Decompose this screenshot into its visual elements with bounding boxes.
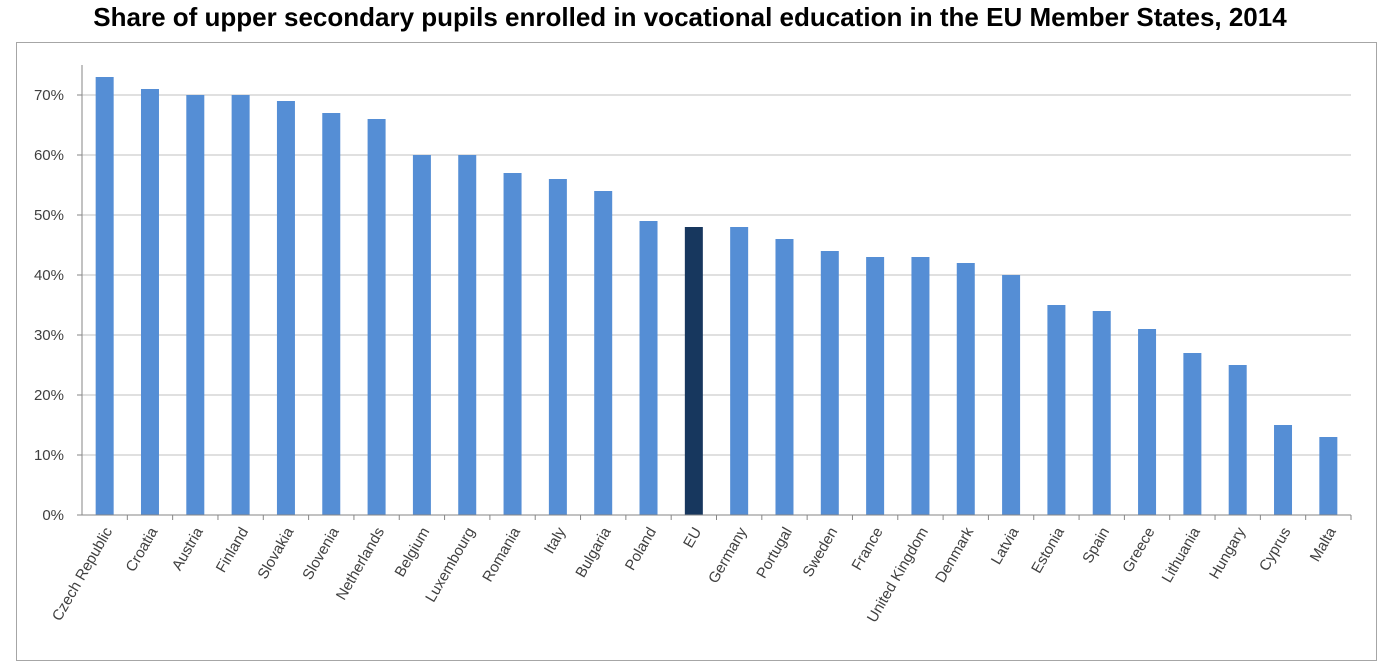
x-tick-label: Romania	[479, 524, 524, 585]
x-tick-label: Italy	[541, 524, 570, 557]
x-tick-labels: Czech Republic Croatia Austria Finland Slova…	[49, 524, 1340, 626]
bars	[95, 77, 1338, 515]
bar-portugal	[775, 239, 794, 515]
bar-poland	[639, 221, 658, 515]
bar-lithuania	[1183, 353, 1202, 515]
bar-bulgaria	[594, 191, 613, 515]
y-tick-label: 60%	[34, 147, 64, 164]
x-tick-label: Belgium	[392, 525, 434, 580]
x-tick-label: Spain	[1079, 525, 1113, 567]
bar-croatia	[140, 89, 159, 515]
x-tick-label: Austria	[169, 524, 207, 573]
gridlines	[82, 94, 1351, 456]
bar-spain	[1092, 311, 1111, 515]
y-tick-label: 70%	[34, 87, 64, 104]
bar-finland	[231, 95, 250, 515]
bar-belgium	[412, 155, 431, 515]
chart-title: Share of upper secondary pupils enrolled…	[93, 2, 1287, 32]
y-tick-label: 50%	[34, 207, 64, 224]
x-tick-label: Denmark	[932, 524, 977, 586]
bar-romania	[503, 173, 522, 515]
x-tick-label: Hungary	[1206, 524, 1249, 582]
y-tick-label: 20%	[34, 387, 64, 404]
x-tick-label: Sweden	[799, 525, 841, 580]
x-tick-label: Bulgaria	[572, 524, 615, 581]
x-tick-label: Germany	[705, 524, 751, 586]
bar-slovakia	[276, 101, 295, 515]
x-tick-label: EU	[680, 525, 705, 552]
bar-united-kingdom	[911, 257, 930, 515]
bar-austria	[186, 95, 205, 515]
x-tick-label: Poland	[622, 525, 660, 574]
bar-eu	[684, 227, 703, 515]
bar-hungary	[1228, 365, 1247, 515]
bar-estonia	[1047, 305, 1066, 515]
bar-latvia	[1002, 275, 1021, 515]
bar-malta	[1319, 437, 1338, 515]
x-tick-label: Latvia	[988, 524, 1023, 568]
y-tick-label: 0%	[42, 507, 64, 524]
x-tick-label: Lithuania	[1159, 524, 1204, 586]
x-tick-label: Netherlands	[333, 525, 388, 604]
bar-italy	[548, 179, 567, 515]
bar-france	[866, 257, 885, 515]
axes	[77, 65, 1352, 520]
y-tick-label: 10%	[34, 447, 64, 464]
bar-sweden	[820, 251, 839, 515]
x-tick-label: France	[849, 525, 887, 574]
x-tick-label: Cyprus	[1256, 525, 1294, 575]
bar-greece	[1138, 329, 1157, 515]
bar-slovenia	[322, 113, 341, 515]
x-tick-label: Slovakia	[254, 524, 297, 582]
x-tick-label: Portugal	[753, 525, 796, 582]
bar-netherlands	[367, 119, 386, 515]
y-tick-label: 40%	[34, 267, 64, 284]
chart-area	[16, 42, 1377, 661]
y-tick-labels: 0% 10% 20% 30% 40% 50% 60% 70%	[34, 87, 64, 524]
bar-denmark	[956, 263, 975, 515]
x-tick-label: Slovenia	[299, 524, 343, 583]
x-tick-label: Greece	[1119, 525, 1158, 576]
bar-luxembourg	[458, 155, 477, 515]
y-tick-label: 30%	[34, 327, 64, 344]
bar-czech-republic	[95, 77, 114, 515]
x-tick-label: Croatia	[123, 524, 162, 575]
x-tick-label: Czech Republic	[49, 524, 116, 624]
bar-cyprus	[1274, 425, 1293, 515]
x-tick-label: Estonia	[1028, 524, 1068, 576]
bar-germany	[730, 227, 749, 515]
x-tick-label: Malta	[1307, 524, 1340, 565]
x-tick-label: Finland	[213, 525, 252, 576]
